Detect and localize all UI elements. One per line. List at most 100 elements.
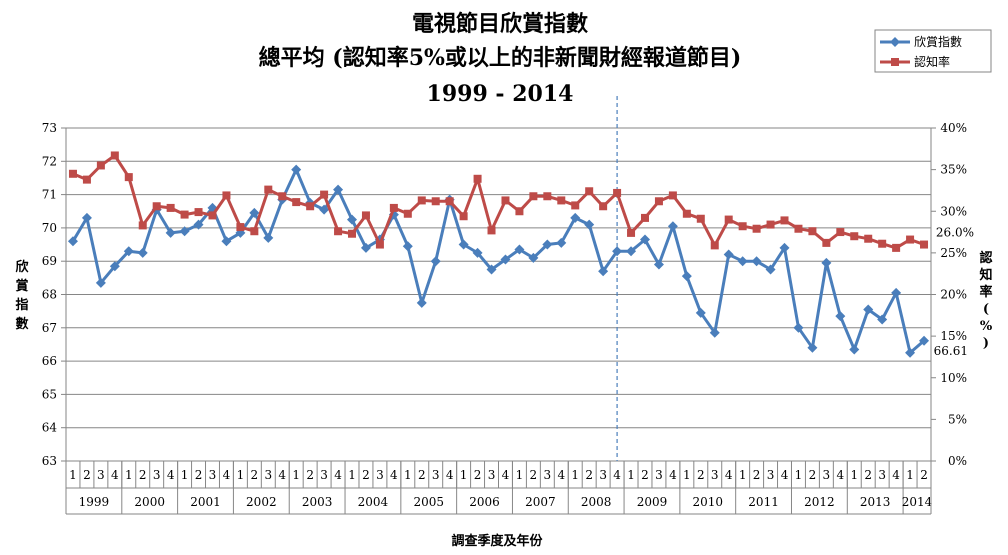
data-point [515, 207, 524, 216]
data-point [543, 192, 552, 201]
data-point [682, 209, 691, 218]
data-point [570, 212, 581, 223]
data-point [696, 214, 705, 223]
data-point [291, 164, 302, 175]
data-point [96, 161, 105, 170]
year-label: 2012 [804, 495, 835, 509]
data-point [849, 344, 860, 355]
quarter-label: 2 [641, 468, 649, 482]
quarter-label: 2 [306, 468, 314, 482]
data-point [166, 203, 175, 212]
data-point [320, 190, 329, 199]
quarter-label: 4 [390, 468, 398, 482]
data-point [500, 254, 511, 265]
data-point [236, 223, 245, 232]
data-point [459, 212, 468, 221]
data-label-last-rate: 26.0% [936, 226, 974, 240]
year-label: 2013 [860, 495, 891, 509]
data-point [375, 240, 384, 249]
data-point [878, 239, 887, 248]
data-point [738, 222, 747, 231]
data-point [808, 227, 817, 236]
year-label: 2014 [902, 495, 933, 509]
quarter-label: 3 [432, 468, 440, 482]
year-label: 2009 [637, 495, 668, 509]
quarter-label: 4 [223, 468, 231, 482]
data-point [542, 239, 553, 250]
data-point [179, 226, 190, 237]
data-point [486, 264, 497, 275]
chart-title-line-2: 總平均 (認知率5%或以上的非新聞財經報道節目) [259, 45, 742, 71]
data-point [264, 185, 273, 194]
right-axis: 0% 5% 10% 15% 20% 25% 30% 35% 40% [931, 121, 967, 468]
year-label: 1999 [79, 495, 110, 509]
quarter-label: 4 [446, 468, 454, 482]
right-tick-label: 20% [940, 288, 967, 302]
x-axis-title: 調查季度及年份 [451, 533, 543, 549]
data-label-last-index: 66.61 [934, 344, 968, 358]
data-point [585, 187, 594, 196]
data-point [584, 219, 595, 230]
data-point [640, 213, 649, 222]
left-axis-title: 欣賞指數 [15, 259, 29, 332]
quarter-label: 1 [237, 468, 245, 482]
axis-title-char: 認 [979, 250, 992, 266]
right-tick-label: 35% [940, 163, 967, 177]
quarter-label: 1 [348, 468, 356, 482]
year-label: 2007 [525, 495, 556, 509]
quarter-label: 3 [878, 468, 886, 482]
quarter-label: 2 [530, 468, 538, 482]
data-point [751, 256, 762, 267]
data-point [892, 243, 901, 252]
quarter-label: 3 [320, 468, 328, 482]
left-axis: 63 64 65 66 67 68 69 70 71 72 73 [42, 121, 66, 468]
axis-title-char: 數 [15, 316, 28, 332]
data-point [863, 304, 874, 315]
right-tick-label: 40% [940, 121, 967, 135]
series-layer [67, 151, 930, 358]
left-tick-label: 71 [42, 188, 57, 202]
quarter-label: 1 [683, 468, 691, 482]
data-point [710, 241, 719, 250]
data-point [263, 232, 274, 243]
quarter-label: 4 [334, 468, 342, 482]
quarter-label: 4 [167, 468, 175, 482]
data-point [695, 307, 706, 318]
data-point [905, 347, 916, 358]
quarter-label: 4 [557, 468, 565, 482]
data-point [556, 237, 567, 248]
data-point [458, 239, 469, 250]
quarter-label: 3 [655, 468, 663, 482]
data-point [920, 240, 929, 249]
quarter-label: 4 [725, 468, 733, 482]
data-point [613, 188, 622, 197]
quarter-label: 1 [906, 468, 914, 482]
data-point [557, 196, 566, 205]
data-point [67, 236, 78, 247]
quarter-label: 2 [474, 468, 482, 482]
data-point [793, 322, 804, 333]
quarter-label: 1 [181, 468, 189, 482]
year-label: 2008 [581, 495, 612, 509]
quarter-label: 1 [460, 468, 468, 482]
axis-title-char: ) [983, 336, 989, 351]
data-point [82, 175, 91, 184]
quarter-label: 4 [613, 468, 621, 482]
quarter-label: 1 [69, 468, 77, 482]
quarter-label: 2 [864, 468, 872, 482]
data-point [431, 197, 440, 206]
quarter-label: 3 [823, 468, 831, 482]
chart-title: 電視節目欣賞指數 總平均 (認知率5%或以上的非新聞財經報道節目) 1999 -… [259, 11, 742, 107]
left-tick-label: 70 [42, 221, 57, 235]
quarter-label: 3 [488, 468, 496, 482]
data-point [794, 224, 803, 233]
data-point [194, 208, 203, 217]
axis-title-char: 指 [15, 297, 28, 313]
right-axis-title: 認知率 (%) [979, 250, 992, 351]
quarter-label: 3 [209, 468, 217, 482]
data-point [138, 221, 147, 230]
quarter-label: 3 [264, 468, 272, 482]
data-point [612, 246, 623, 257]
quarter-label: 4 [502, 468, 510, 482]
